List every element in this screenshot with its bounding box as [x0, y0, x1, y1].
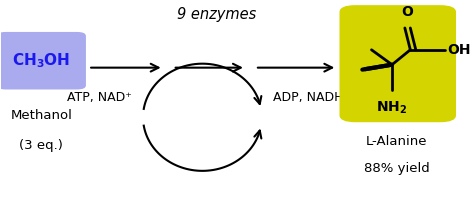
FancyBboxPatch shape: [0, 32, 86, 89]
Text: 9 enzymes: 9 enzymes: [176, 7, 256, 22]
Text: Methanol: Methanol: [10, 109, 73, 122]
Text: $\mathregular{NH_2}$: $\mathregular{NH_2}$: [376, 99, 408, 116]
Text: $\mathregular{CH_3OH}$: $\mathregular{CH_3OH}$: [12, 51, 71, 70]
FancyBboxPatch shape: [339, 5, 456, 122]
Text: OH: OH: [447, 43, 470, 57]
Text: (3 eq.): (3 eq.): [19, 139, 64, 152]
Text: O: O: [401, 5, 413, 19]
Text: ADP, NADH: ADP, NADH: [273, 91, 344, 104]
Text: L-Alanine: L-Alanine: [366, 135, 428, 148]
Text: ATP, NAD⁺: ATP, NAD⁺: [67, 91, 132, 104]
Text: 88% yield: 88% yield: [364, 162, 429, 175]
